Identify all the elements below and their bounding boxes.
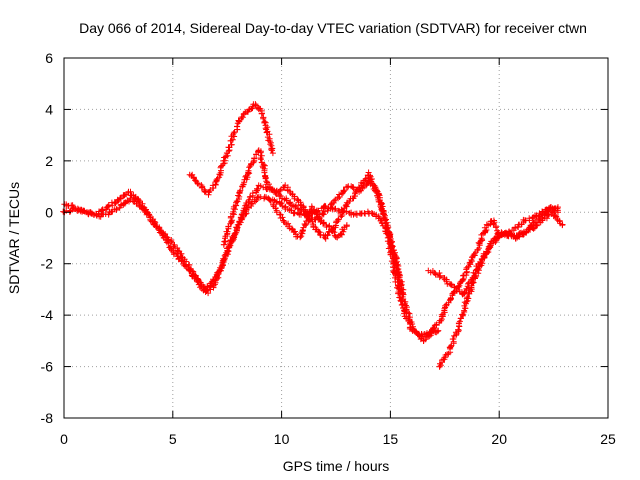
series-arc-g [425,204,561,298]
series-markers [220,147,442,340]
y-tick-label: -6 [41,359,54,375]
y-tick-label: -4 [41,307,54,323]
y-tick-label: 2 [45,153,53,169]
y-tick-label: -2 [41,256,54,272]
y-axis-label: SDTVAR / TECUs [6,182,22,294]
y-tick-label: 0 [45,204,53,220]
x-tick-label: 20 [491,431,507,447]
x-tick-label: 25 [600,431,616,447]
series-arc-d [220,147,442,340]
series-markers [270,201,350,241]
x-tick-label: 0 [60,431,68,447]
y-tick-label: 6 [45,50,53,66]
series-markers [186,101,276,198]
x-axis-label: GPS time / hours [283,458,390,474]
x-tick-label: 5 [169,431,177,447]
x-ticks: 0 5 10 15 20 25 [60,58,616,447]
series-arc-c [186,101,276,198]
series-layer [60,101,566,370]
x-tick-label: 15 [383,431,399,447]
grid [64,58,608,418]
series-arc-h [270,201,350,241]
y-ticks: -8 -6 -4 -2 0 2 4 6 [41,50,608,426]
plot-frame [63,57,609,419]
series-markers [425,204,561,298]
x-tick-label: 10 [274,431,290,447]
y-tick-label: -8 [41,410,54,426]
chart-title: Day 066 of 2014, Sidereal Day-to-day VTE… [79,20,587,36]
y-tick-label: 4 [45,101,53,117]
